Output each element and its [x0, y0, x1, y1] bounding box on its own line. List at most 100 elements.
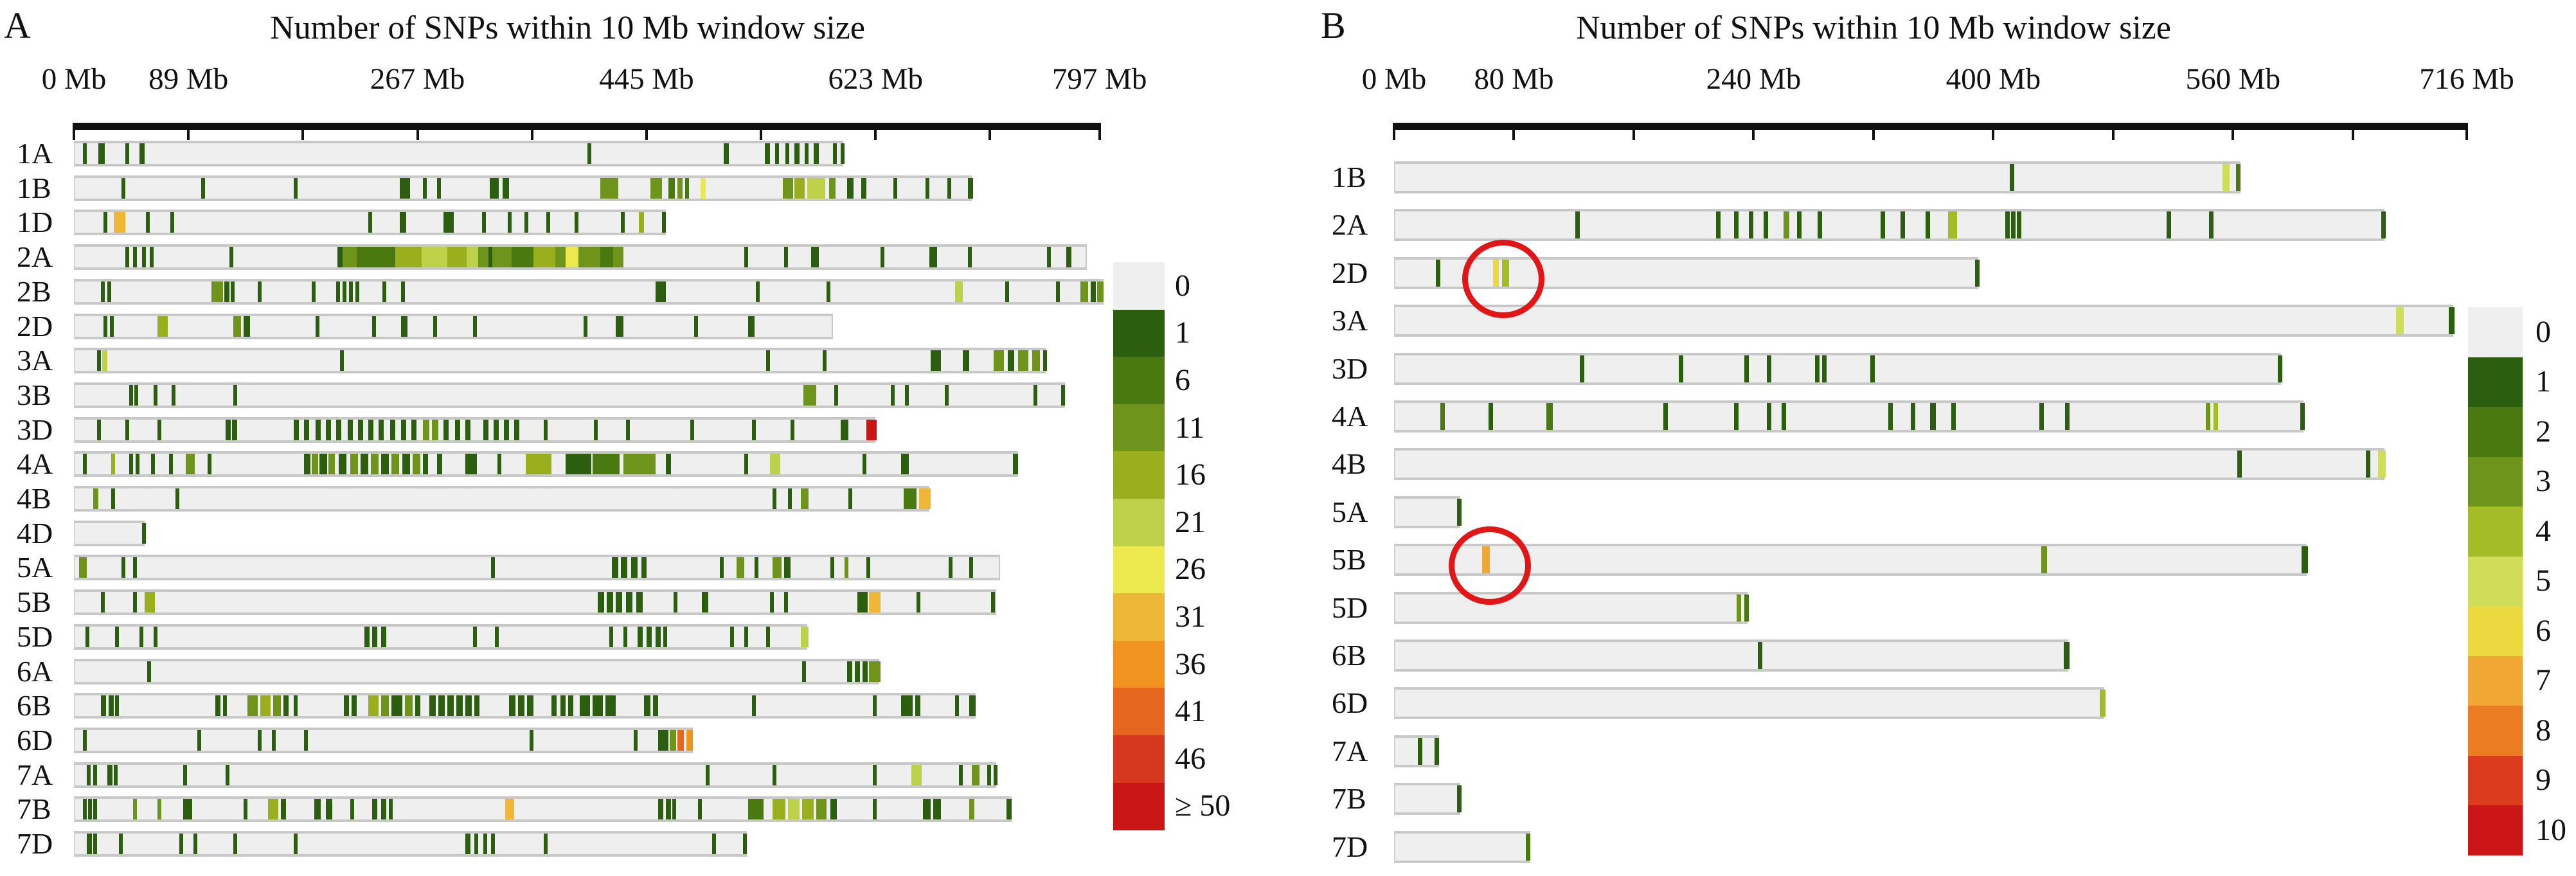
legend-swatch	[1113, 688, 1165, 736]
snp-density-segment	[866, 419, 877, 440]
snp-density-segment	[1737, 594, 1742, 621]
snp-density-segment	[312, 454, 319, 475]
snp-density-segment	[803, 384, 817, 406]
snp-density-segment	[959, 764, 963, 785]
snp-density-segment	[1951, 403, 1956, 430]
legend-label: 10	[2536, 812, 2566, 847]
snp-density-segment	[429, 695, 436, 717]
snp-density-segment	[525, 454, 551, 475]
snp-density-segment	[2448, 307, 2455, 335]
snp-density-segment	[517, 695, 524, 717]
legend-label: 26	[1175, 552, 1206, 587]
snp-density-segment	[83, 799, 87, 820]
axis-tick-label: 623 Mb	[828, 62, 924, 96]
snp-density-segment	[87, 834, 93, 854]
snp-density-segment	[773, 488, 777, 509]
row-label-6D: 6D	[1332, 686, 1368, 720]
snp-density-segment	[337, 247, 343, 268]
snp-density-segment	[555, 247, 566, 268]
snp-density-segment	[2206, 403, 2211, 430]
snp-density-segment	[593, 419, 598, 440]
snp-density-segment	[316, 419, 321, 440]
snp-density-segment	[623, 454, 656, 475]
row-label-1A: 1A	[17, 137, 53, 170]
axis-tick-label: 716 Mb	[2419, 62, 2514, 96]
snp-density-segment	[2300, 403, 2305, 430]
snp-density-segment	[505, 799, 514, 820]
snp-density-segment	[1888, 403, 1893, 430]
legend-swatch	[1113, 499, 1165, 547]
snp-density-segment	[101, 592, 105, 613]
snp-density-segment	[893, 177, 898, 199]
snp-density-segment	[1096, 281, 1104, 302]
legend-swatch	[1113, 404, 1165, 452]
snp-density-segment	[816, 799, 827, 820]
snp-density-segment	[1818, 211, 1823, 239]
snp-density-segment	[93, 764, 98, 785]
snp-density-segment	[1764, 211, 1769, 239]
legend-swatch	[1113, 309, 1165, 357]
snp-density-segment	[2237, 451, 2242, 478]
snp-density-segment	[623, 626, 627, 647]
snp-density-segment	[508, 695, 515, 717]
snp-density-segment	[524, 212, 528, 233]
snp-density-segment	[1066, 247, 1071, 268]
axis-tick-label: 0 Mb	[41, 62, 107, 96]
snp-density-segment	[926, 177, 930, 199]
snp-density-segment	[766, 350, 771, 371]
snp-density-segment	[1744, 355, 1749, 382]
highlight-circle-2D	[1462, 239, 1544, 318]
snp-density-segment	[133, 592, 138, 613]
snp-density-segment	[294, 419, 300, 440]
row-label-6A: 6A	[17, 654, 53, 688]
legend-label: 5	[2536, 564, 2551, 598]
snp-density-segment	[133, 247, 138, 268]
snp-density-segment	[247, 695, 258, 717]
snp-density-segment	[382, 281, 387, 302]
chromosome-bar-7D	[1394, 830, 1531, 863]
snp-density-segment	[929, 247, 938, 268]
snp-density-segment	[1435, 259, 1440, 287]
row-label-1D: 1D	[17, 206, 53, 239]
snp-density-segment	[931, 350, 942, 371]
snp-density-segment	[609, 626, 613, 647]
chromosome-bar-5B	[74, 589, 997, 616]
snp-density-segment	[972, 764, 980, 785]
row-label-1B: 1B	[17, 171, 51, 204]
legend-swatch	[2468, 556, 2523, 607]
legend-label: 46	[1175, 741, 1206, 776]
snp-density-segment	[901, 695, 913, 717]
snp-density-segment	[1733, 403, 1739, 430]
chromosome-bar-2A	[74, 244, 1087, 271]
snp-density-segment	[260, 695, 271, 717]
snp-density-segment	[157, 316, 168, 337]
snp-density-segment	[669, 729, 676, 751]
snp-density-segment	[857, 592, 868, 613]
snp-density-segment	[1678, 355, 1683, 382]
snp-density-segment	[511, 247, 533, 268]
snp-density-segment	[744, 247, 749, 268]
snp-density-segment	[863, 454, 867, 475]
snp-density-segment	[911, 764, 922, 785]
snp-density-segment	[283, 695, 289, 717]
legend-swatch	[2468, 456, 2523, 507]
axis-tick	[73, 123, 75, 140]
snp-density-segment	[2378, 451, 2386, 478]
snp-density-segment	[472, 316, 477, 337]
snp-density-segment	[830, 799, 837, 820]
snp-density-segment	[655, 281, 666, 302]
legend-label: 8	[2536, 713, 2551, 747]
snp-density-segment	[319, 454, 328, 475]
snp-density-segment	[371, 454, 379, 475]
snp-density-segment	[705, 764, 710, 785]
legend-swatch	[1113, 640, 1165, 688]
snp-density-segment	[901, 454, 909, 475]
axis-tick-label: 240 Mb	[1706, 62, 1802, 96]
axis-tick	[530, 123, 533, 140]
legend-label: 21	[1175, 505, 1206, 539]
snp-density-segment	[690, 419, 694, 440]
snp-density-segment	[646, 626, 652, 647]
axis-tick	[1632, 123, 1635, 140]
chromosome-bar-2A	[1394, 209, 2386, 242]
row-label-3D: 3D	[1332, 352, 1368, 385]
